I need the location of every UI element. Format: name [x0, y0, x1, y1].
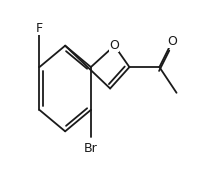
Text: O: O — [167, 35, 177, 48]
Text: Br: Br — [84, 142, 98, 155]
Text: F: F — [36, 22, 43, 35]
Text: O: O — [110, 39, 119, 52]
